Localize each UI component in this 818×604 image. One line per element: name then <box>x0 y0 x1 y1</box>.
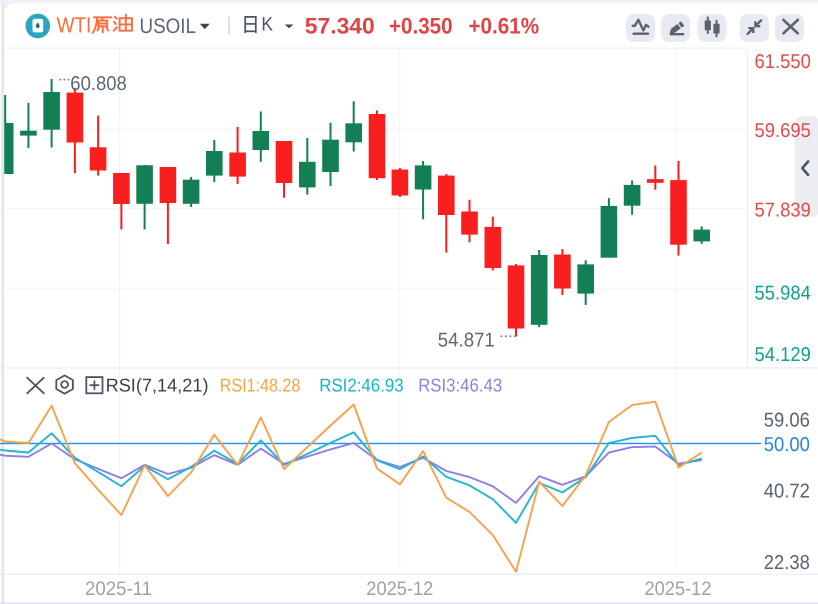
svg-text:61.550: 61.550 <box>755 51 811 73</box>
svg-text:57.340: 57.340 <box>305 14 375 39</box>
svg-text:RSI1:48.28: RSI1:48.28 <box>220 374 300 395</box>
svg-text:+0.350: +0.350 <box>389 14 453 39</box>
svg-text:RSI2:46.93: RSI2:46.93 <box>319 374 404 395</box>
svg-text:59.06: 59.06 <box>764 409 810 431</box>
svg-text:+0.61%: +0.61% <box>469 14 540 39</box>
svg-text:54.129: 54.129 <box>755 344 811 366</box>
svg-text:22.38: 22.38 <box>764 552 810 574</box>
svg-text:57.839: 57.839 <box>755 200 811 222</box>
svg-text:2025-11: 2025-11 <box>85 578 152 600</box>
svg-text:USOIL: USOIL <box>140 15 197 38</box>
svg-text:54.871: 54.871 <box>438 329 495 351</box>
svg-text:40.72: 40.72 <box>764 480 810 502</box>
svg-text:2025-12: 2025-12 <box>366 578 433 600</box>
svg-text:2025-12: 2025-12 <box>645 578 712 600</box>
svg-text:59.695: 59.695 <box>755 120 811 142</box>
svg-text:RSI3:46.43: RSI3:46.43 <box>418 374 502 395</box>
svg-text:55.984: 55.984 <box>755 282 811 304</box>
svg-text:RSI(7,14,21): RSI(7,14,21) <box>106 374 209 395</box>
svg-text:50.00: 50.00 <box>764 434 810 456</box>
svg-text:K: K <box>261 13 273 35</box>
svg-text:60.808: 60.808 <box>70 73 127 95</box>
svg-text:WTI: WTI <box>57 12 92 37</box>
